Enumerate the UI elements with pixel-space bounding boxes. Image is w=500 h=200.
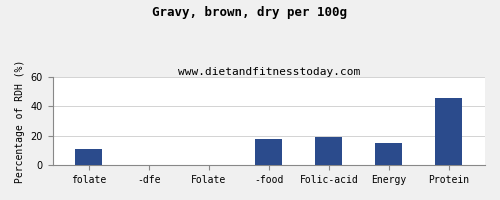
- Bar: [316, 137, 342, 165]
- Bar: [75, 149, 102, 165]
- Bar: [256, 139, 282, 165]
- Text: Gravy, brown, dry per 100g: Gravy, brown, dry per 100g: [152, 6, 348, 19]
- Bar: [436, 98, 462, 165]
- Bar: [376, 143, 402, 165]
- Y-axis label: Percentage of RDH (%): Percentage of RDH (%): [15, 59, 25, 183]
- Title: www.dietandfitnesstoday.com: www.dietandfitnesstoday.com: [178, 67, 360, 77]
